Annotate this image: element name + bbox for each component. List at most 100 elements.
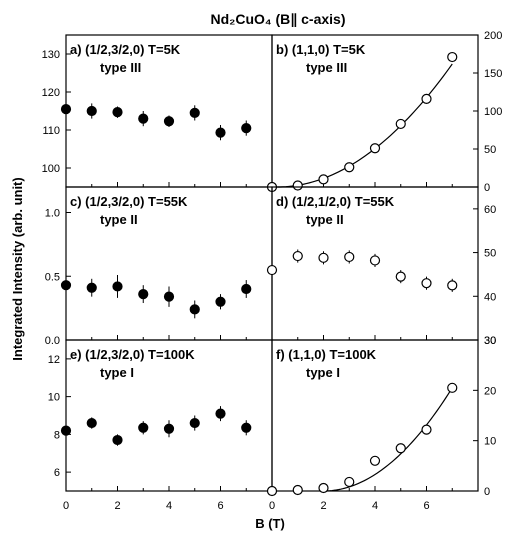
data-point-f-3: [344, 476, 355, 488]
panel-frame-a: [65, 34, 273, 188]
y-tick-label-a-1: 110: [42, 125, 60, 137]
panel-e: 6 8 10 12 e) (1/2,3/2,0) T=100K type I: [48, 339, 273, 492]
data-point-a-7: [241, 123, 252, 134]
data-point-e-3: [138, 422, 149, 433]
data-point-a-0: [60, 103, 72, 115]
data-point-d-2: [318, 252, 329, 263]
data-point-f-6: [421, 424, 432, 435]
data-point-f-1: [292, 484, 303, 496]
data-point-d-7: [447, 280, 458, 291]
panel-frame-c: [65, 186, 273, 341]
y-tick-label-b-3: 150: [484, 68, 502, 80]
data-point-c-3: [138, 289, 149, 300]
y-tick-label-c-2: 1.0: [45, 208, 60, 220]
panel-label-e: e) (1/2,3/2,0) T=100K: [70, 347, 195, 362]
data-point-d-6: [421, 278, 432, 289]
panel-f: 0 10 20 30 f) (1,1,0) T=100K type I: [266, 335, 496, 498]
data-point-b-2: [318, 174, 329, 185]
y-tick-label-e-3: 12: [48, 354, 60, 366]
data-point-e-0: [60, 425, 72, 436]
data-point-d-5: [395, 271, 406, 282]
data-point-f-4: [369, 455, 381, 466]
data-point-b-3: [344, 162, 355, 173]
fit-curve-f: [323, 387, 453, 492]
panel-type-c: type II: [100, 212, 138, 227]
data-point-a-3: [138, 113, 149, 124]
data-point-d-4: [369, 255, 381, 266]
x-tick-label-right-0: 0: [269, 500, 275, 512]
data-point-f-5: [395, 443, 406, 454]
panel-b: 0 50 100 150 200 b) (1,1,0) T=5K type III: [266, 30, 502, 194]
panel-type-d: type II: [306, 212, 344, 227]
y-tick-label-c-1: 0.5: [45, 271, 60, 283]
data-point-d-0: [266, 264, 278, 276]
data-point-c-2: [112, 281, 123, 292]
y-tick-label-f-0: 0: [484, 486, 490, 498]
panel-frame-e: [65, 339, 273, 492]
y-tick-label-f-2: 20: [484, 385, 496, 397]
y-tick-label-d-0: 30: [484, 335, 496, 347]
panel-frame-b: [271, 34, 479, 188]
y-tick-label-e-1: 8: [54, 429, 60, 441]
fit-curve-b: [277, 63, 453, 188]
panel-label-c: c) (1/2,3/2,0) T=55K: [70, 194, 188, 209]
data-point-e-4: [163, 423, 175, 434]
data-point-a-2: [112, 107, 123, 118]
panel-label-f: f) (1,1,0) T=100K: [276, 347, 377, 362]
panel-type-a: type III: [100, 60, 141, 75]
y-tick-label-b-1: 50: [484, 144, 496, 156]
y-tick-label-b-0: 0: [484, 182, 490, 194]
data-point-b-1: [292, 180, 303, 191]
y-tick-label-a-3: 130: [42, 49, 60, 61]
x-tick-label-left-2: 4: [166, 500, 172, 512]
data-point-a-5: [189, 107, 200, 119]
data-point-f-2: [318, 482, 329, 494]
data-point-a-4: [163, 116, 175, 127]
data-point-a-1: [86, 105, 97, 117]
y-axis-label: Integrated Intensity (arb. unit): [10, 177, 25, 360]
x-tick-label-right-3: 6: [423, 500, 429, 512]
x-axis-label: B (T): [255, 516, 285, 531]
y-tick-label-d-1: 40: [484, 291, 496, 303]
y-tick-label-a-0: 100: [42, 163, 60, 175]
x-tick-label-left-3: 6: [217, 500, 223, 512]
data-point-b-7: [447, 51, 458, 63]
data-point-e-2: [112, 434, 123, 446]
y-tick-label-d-2: 50: [484, 248, 496, 260]
y-tick-label-c-0: 0.0: [45, 335, 60, 347]
panel-type-b: type III: [306, 60, 347, 75]
panel-d: 30 40 50 60 d) (1/2,1/2,0) T=55K type II: [266, 186, 496, 347]
panel-type-f: type I: [306, 365, 340, 380]
y-tick-label-a-2: 120: [42, 87, 60, 99]
y-tick-label-d-3: 60: [484, 204, 496, 216]
x-tick-label-right-2: 4: [372, 500, 378, 512]
figure-title: Nd₂CuO₄ (B∥ c-axis): [210, 11, 345, 27]
y-tick-label-e-0: 6: [54, 467, 60, 479]
panel-a: 100 110 120 130 a) (1/2,3/2,0) T=5K type III: [42, 34, 273, 188]
data-point-e-6: [215, 408, 226, 419]
data-point-b-4: [369, 143, 381, 154]
data-point-c-6: [215, 296, 226, 307]
data-point-f-7: [447, 382, 458, 393]
panel-label-a: a) (1/2,3/2,0) T=5K: [70, 42, 181, 57]
x-tick-label-right-1: 2: [320, 500, 326, 512]
data-point-e-5: [189, 417, 200, 429]
panel-type-e: type I: [100, 365, 134, 380]
data-point-c-0: [60, 280, 72, 291]
data-point-c-5: [189, 304, 200, 315]
y-tick-label-b-2: 100: [484, 106, 502, 118]
data-point-c-1: [86, 282, 97, 293]
y-tick-label-f-3: 30: [484, 335, 496, 347]
y-tick-label-b-4: 200: [484, 30, 502, 42]
x-tick-label-left-1: 2: [114, 500, 120, 512]
data-point-d-3: [344, 251, 355, 263]
data-point-c-7: [241, 283, 252, 295]
data-point-a-6: [215, 127, 226, 138]
data-point-c-4: [163, 291, 175, 302]
y-tick-label-f-1: 10: [484, 436, 496, 448]
panel-label-d: d) (1/2,1/2,0) T=55K: [276, 194, 395, 209]
data-point-b-5: [395, 118, 406, 130]
data-point-b-6: [421, 93, 432, 104]
